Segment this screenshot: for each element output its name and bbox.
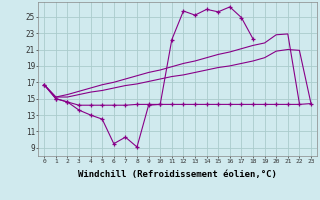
X-axis label: Windchill (Refroidissement éolien,°C): Windchill (Refroidissement éolien,°C) xyxy=(78,170,277,179)
